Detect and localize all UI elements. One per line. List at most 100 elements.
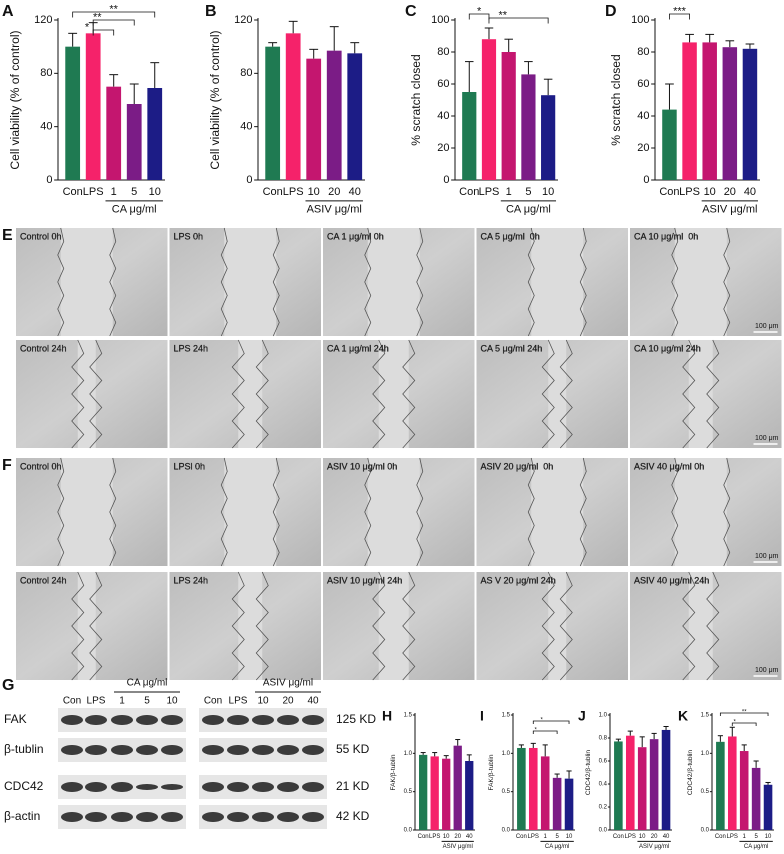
micrograph-label: LPSl 0h: [174, 461, 206, 471]
blot-band: [202, 782, 224, 792]
wound-edge: [89, 339, 103, 449]
wound-edge: [416, 457, 424, 567]
y-tick-label: 1.0: [599, 713, 608, 719]
blot-band: [302, 745, 324, 755]
wound-area: [60, 458, 113, 566]
bar: [326, 50, 342, 180]
micrograph-label: CA 1 μg/ml 0h: [327, 231, 384, 241]
bar: [541, 95, 556, 180]
blot-band: [202, 812, 224, 822]
bar: [106, 86, 122, 180]
wound-edge: [559, 571, 573, 681]
wound-edge: [723, 227, 731, 337]
bar: [682, 42, 697, 181]
x-tick-label: 1: [506, 186, 512, 198]
y-axis-label: Cell viability (% of control): [8, 30, 22, 169]
blot-band: [161, 812, 183, 822]
wound-edge: [671, 457, 679, 567]
y-tick-label: 80: [240, 67, 252, 79]
panel-label: F: [2, 457, 12, 474]
wound-edge: [255, 571, 269, 681]
x-tick-label: 20: [454, 834, 461, 840]
significance-label: *: [85, 22, 90, 34]
blot-band: [277, 715, 299, 725]
bar: [285, 33, 301, 181]
wound-edge: [372, 339, 386, 449]
y-axis-label: % scratch closed: [409, 54, 423, 145]
blot-band: [111, 745, 133, 755]
x-axis-label: ASIV μg/ml: [702, 204, 757, 216]
size-label: 42 KD: [336, 809, 370, 823]
x-tick-label: 1: [111, 186, 117, 198]
significance-bracket: [92, 29, 115, 36]
significance-label: **: [499, 10, 508, 22]
blot-band: [227, 782, 249, 792]
scale-bar-label: 100 μm: [755, 667, 779, 674]
protein-label: FAK: [4, 712, 27, 726]
x-axis-label: ASIV μg/ml: [443, 844, 473, 850]
y-tick-label: 0.2: [599, 805, 608, 811]
significance-bracket: [72, 11, 156, 18]
lane-label: 1: [119, 696, 125, 707]
panel-label: J: [578, 708, 586, 724]
blot-band: [136, 745, 158, 755]
x-tick-label: 10: [765, 834, 772, 840]
significance-bracket: [719, 712, 769, 716]
y-axis-label: CDC42/β-tublin: [687, 750, 694, 796]
panel-label: I: [480, 708, 484, 724]
wound-edge: [579, 227, 587, 337]
wound-edge: [57, 457, 65, 567]
x-axis-label: CA μg/ml: [744, 844, 768, 850]
x-tick-label: 10: [149, 186, 161, 198]
y-tick-label: 0.4: [599, 782, 608, 788]
blot-band: [111, 715, 133, 725]
y-tick-label: 0.5: [404, 789, 413, 795]
y-tick-label: 1.0: [701, 751, 710, 757]
y-tick-label: 1.5: [404, 713, 413, 719]
significance-label: **: [93, 12, 102, 24]
wound-edge: [541, 339, 555, 449]
scale-bar-label: 100 μm: [755, 553, 779, 560]
significance-label: **: [109, 4, 118, 16]
protein-label: β-actin: [4, 809, 40, 823]
x-tick-label: Con: [659, 186, 679, 198]
x-tick-label: Con: [418, 834, 429, 840]
y-axis-label: Cell viability (% of control): [208, 30, 222, 169]
group-label: CA μg/ml: [127, 678, 168, 689]
wound-area: [548, 572, 567, 680]
bar: [625, 735, 635, 830]
y-tick-label: 120: [34, 14, 52, 26]
lane-label: 10: [257, 696, 269, 707]
blot-band: [202, 715, 224, 725]
wound-edge: [541, 571, 555, 681]
lane-label: LPS: [87, 696, 106, 707]
bar: [742, 48, 758, 180]
micrograph-label: Control 0h: [20, 461, 62, 471]
y-tick-label: 80: [637, 46, 649, 58]
y-tick-label: 0.0: [599, 828, 608, 834]
blot-band: [85, 715, 107, 725]
size-label: 125 KD: [336, 712, 376, 726]
x-tick-label: 5: [525, 186, 531, 198]
x-tick-label: Con: [516, 834, 527, 840]
blot-band: [161, 745, 183, 755]
blot-band: [85, 745, 107, 755]
wound-area: [367, 228, 420, 336]
micrograph-label: ASIV 20 μg/ml 0h: [481, 461, 554, 471]
x-tick-label: Con: [263, 186, 283, 198]
blot-band: [136, 784, 158, 790]
micrograph-label: CA 5 μg/ml 24h: [481, 343, 543, 353]
wound-area: [688, 340, 713, 448]
bar: [442, 758, 451, 830]
blot-band: [252, 782, 274, 792]
x-tick-label: LPS: [283, 186, 304, 198]
wound-area: [367, 458, 420, 566]
bar: [306, 58, 322, 180]
panel-label: K: [678, 708, 688, 724]
x-tick-label: 40: [744, 186, 756, 198]
significance-label: *: [534, 727, 537, 733]
bar: [751, 767, 761, 830]
size-label: 21 KD: [336, 779, 370, 793]
significance-bracket: [468, 13, 490, 20]
blot-band: [111, 812, 133, 822]
